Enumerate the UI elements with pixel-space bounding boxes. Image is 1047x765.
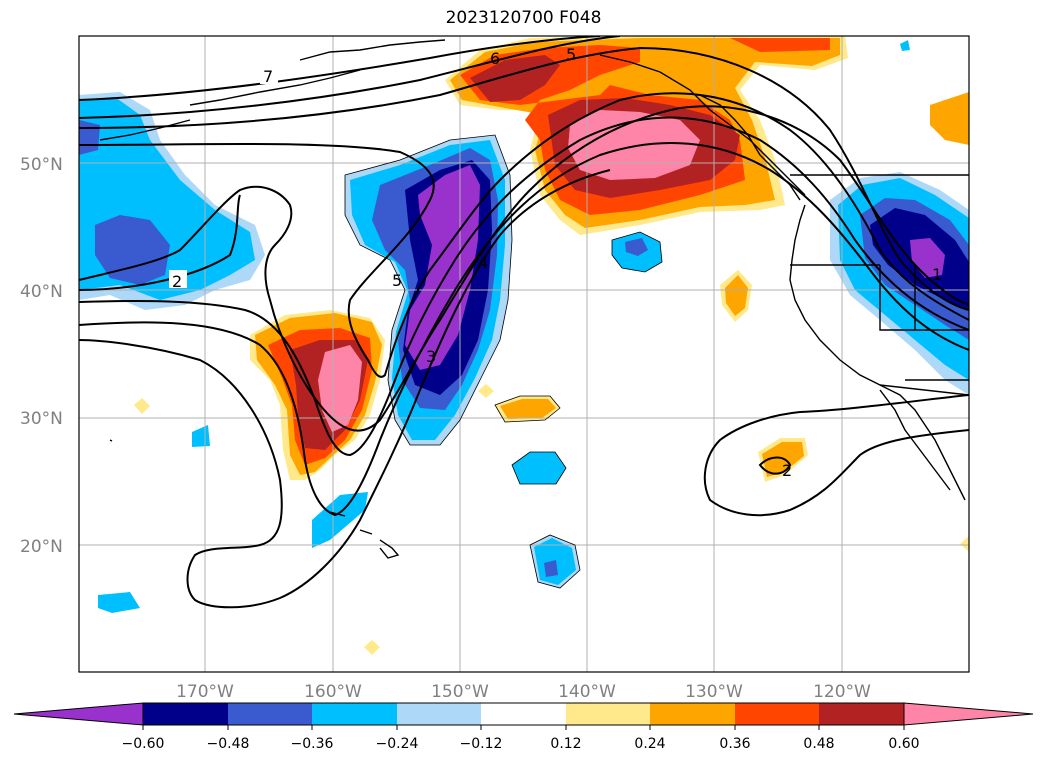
contour-7	[79, 116, 969, 457]
shade-small-cyan-2	[512, 452, 566, 484]
contour-6	[79, 194, 241, 291]
lon-label-150w: 150°W	[431, 682, 489, 702]
contour-label-4: 4	[478, 253, 488, 272]
shade-small-yellow-1	[134, 398, 150, 414]
lon-label-120w: 120°W	[813, 682, 871, 702]
colorbar-bin-8	[735, 703, 819, 725]
shade-ridge-north-red2	[730, 38, 830, 52]
colorbar-bin-1	[143, 703, 228, 725]
colorbar-tick-4: −0.24	[376, 736, 419, 752]
colorbar-tick-9: 0.48	[803, 736, 834, 752]
shade-small-yellow-3	[478, 384, 494, 398]
coast-alaska-south	[99, 39, 446, 141]
lat-label-40n: 40°N	[20, 282, 63, 302]
height-contours	[79, 36, 969, 609]
shade-small-orange-4	[930, 92, 969, 145]
contour-9	[79, 169, 611, 609]
coast-alaska-panhandle	[599, 54, 806, 196]
colorbar-ticks	[142, 725, 905, 730]
border-us-mexico	[879, 384, 969, 396]
shade-small-cyan-7	[900, 40, 910, 51]
gridlines	[79, 36, 969, 672]
shade-small-blue-1	[625, 238, 648, 256]
contour-10	[703, 394, 969, 517]
shade-small-orange-1b	[725, 275, 748, 316]
colorbar: −0.60 −0.48 −0.36 −0.24 −0.12 0.12 0.24 …	[13, 702, 1034, 752]
border-states	[790, 264, 969, 381]
colorbar-frame	[142, 702, 905, 726]
coast-us-west	[789, 204, 966, 501]
contour-label-2: 2	[172, 272, 182, 291]
lon-label-130w: 130°W	[685, 682, 743, 702]
colorbar-tick-2: −0.48	[207, 736, 250, 752]
map-title: 2023120700 F048	[445, 8, 602, 28]
colorbar-bin-6	[566, 703, 650, 725]
lat-label-50n: 50°N	[20, 155, 63, 175]
colorbar-bin-4	[397, 703, 481, 725]
shade-navy-nw2	[79, 120, 100, 155]
colorbar-bin-3	[312, 703, 397, 725]
colorbar-tick-6: 0.12	[550, 736, 581, 752]
shade-small-cyan-4	[98, 592, 140, 613]
contour-label-3: 3	[426, 347, 436, 366]
colorbar-bin-7	[650, 703, 735, 725]
colorbar-bin-5	[481, 703, 566, 725]
coastlines	[99, 39, 969, 559]
shade-small-yellow-2	[364, 640, 380, 655]
colorbar-tick-1: −0.60	[122, 736, 165, 752]
contour-8	[79, 142, 969, 517]
colorbar-tick-10: 0.60	[888, 736, 919, 752]
shade-small-yellow-4	[960, 536, 969, 552]
contour-labels: 7 6 5 2 5 4 3 1 2	[169, 45, 942, 480]
contour-4	[79, 92, 969, 378]
shade-navy-nw	[95, 215, 170, 285]
colorbar-tick-7: 0.24	[634, 736, 665, 752]
contour-2	[79, 36, 621, 119]
lon-labels: 170°W 160°W 150°W 140°W 130°W 120°W	[176, 682, 871, 702]
lat-label-30n: 30°N	[20, 409, 63, 429]
map-frame	[78, 35, 970, 673]
shade-small-orange-2b	[500, 399, 556, 419]
contour-label-5b: 5	[392, 271, 402, 290]
colorbar-bin-9	[819, 703, 904, 725]
colorbar-tick-5: −0.12	[460, 736, 503, 752]
shade-small-cyan-6	[312, 492, 368, 548]
island-small	[109, 439, 113, 442]
contour-label-2b: 2	[782, 461, 792, 480]
contour-label-5a: 5	[566, 45, 576, 64]
colorbar-tick-3: −0.36	[291, 736, 334, 752]
colorbar-bin-2	[228, 703, 312, 725]
lon-label-140w: 140°W	[558, 682, 616, 702]
lat-label-20n: 20°N	[20, 537, 63, 557]
filled-field	[79, 36, 969, 655]
lon-label-160w: 160°W	[304, 682, 362, 702]
contour-1	[79, 36, 601, 101]
colorbar-extend-low	[13, 702, 144, 726]
contour-3	[79, 46, 969, 311]
lon-label-170w: 170°W	[176, 682, 234, 702]
shade-ridge-west-pink	[318, 345, 362, 432]
shade-central-purple	[405, 165, 480, 370]
lat-labels: 50°N 40°N 30°N 20°N	[20, 155, 63, 557]
colorbar-extend-high	[903, 702, 1034, 726]
coast-baja	[879, 389, 951, 491]
contour-11	[758, 456, 792, 475]
colorbar-tick-8: 0.36	[719, 736, 750, 752]
contour-label-6: 6	[490, 49, 500, 68]
map-area: 7 6 5 2 5 4 3 1 2	[79, 36, 969, 672]
thin-contours	[344, 134, 663, 589]
contour-label-1: 1	[932, 265, 942, 284]
shade-small-blue-3	[544, 560, 558, 577]
contour-label-7: 7	[263, 67, 273, 86]
contour-5	[79, 105, 969, 432]
